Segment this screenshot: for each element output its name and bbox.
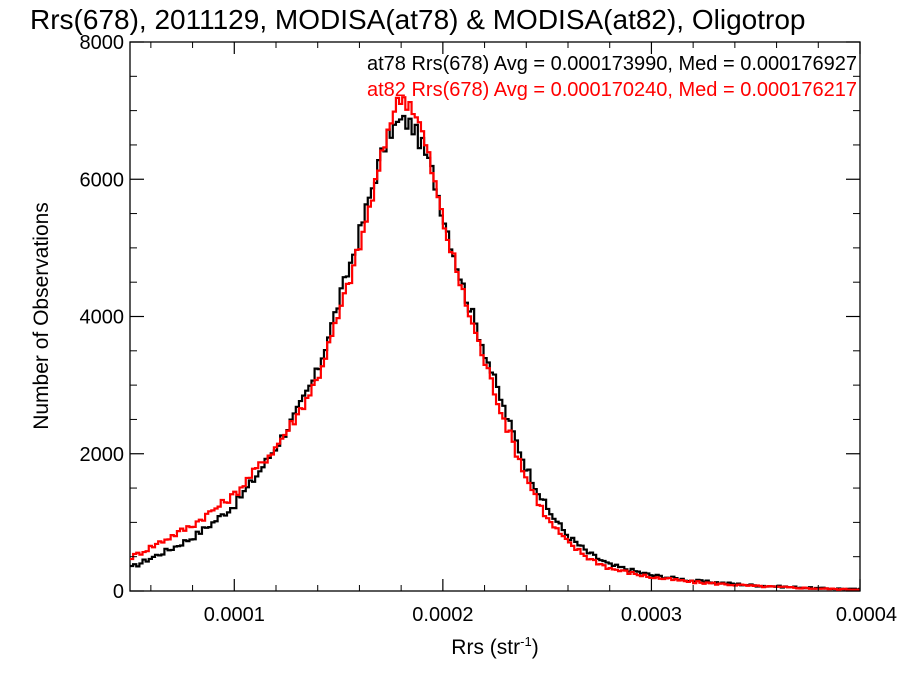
x-tick-label: 0.0002 bbox=[412, 604, 473, 626]
series-layer bbox=[130, 96, 861, 592]
legend-entry-at78: at78 Rrs(678) Avg = 0.000173990, Med = 0… bbox=[367, 53, 857, 75]
y-axis-label: Number of Observations bbox=[30, 202, 53, 430]
x-axis-label-end: ) bbox=[532, 636, 539, 659]
legend-entry-at82: at82 Rrs(678) Avg = 0.000170240, Med = 0… bbox=[367, 79, 857, 101]
x-tick-label: 0.0003 bbox=[621, 604, 682, 626]
x-axis-label-main: Rrs (str bbox=[451, 636, 520, 659]
x-tick-label: 0.0004 bbox=[836, 604, 897, 626]
y-tick-label: 4000 bbox=[80, 307, 125, 329]
x-axis-label-superscript: -1 bbox=[520, 634, 532, 649]
plot-area bbox=[129, 41, 861, 592]
series-line-at78 bbox=[130, 114, 861, 591]
y-axis-ticks: 0 2000 4000 6000 8000 bbox=[80, 32, 860, 603]
series-line-at82 bbox=[130, 96, 861, 592]
y-tick-label: 6000 bbox=[80, 169, 125, 191]
x-axis-label: Rrs (str-1) bbox=[451, 634, 538, 659]
chart-title: Rrs(678), 2011129, MODISA(at78) & MODISA… bbox=[30, 4, 805, 35]
y-tick-label: 8000 bbox=[80, 32, 125, 54]
y-tick-label: 0 bbox=[113, 581, 124, 603]
x-tick-label: 0.0001 bbox=[204, 604, 265, 626]
x-axis-ticks: 0.0001 0.0002 0.0003 0.0004 bbox=[150, 42, 897, 626]
y-tick-label: 2000 bbox=[80, 444, 125, 466]
plot-frame bbox=[129, 41, 861, 592]
